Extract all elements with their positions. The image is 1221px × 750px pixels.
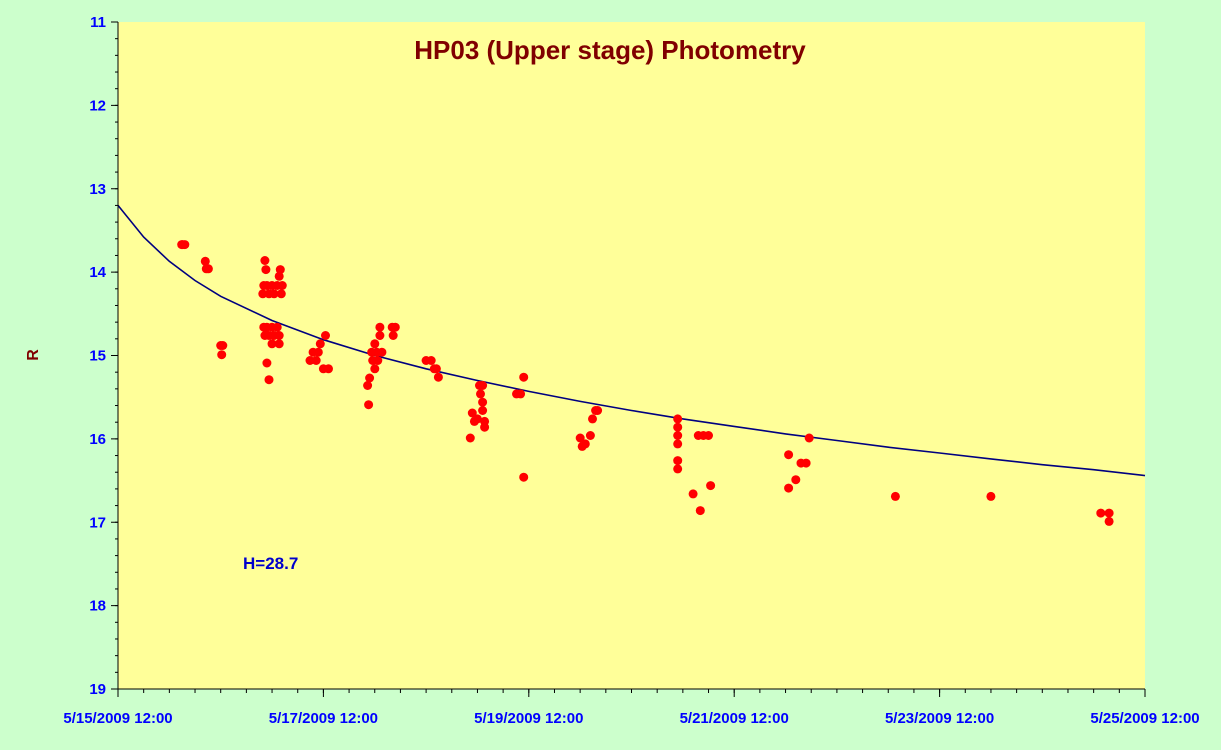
data-point (276, 289, 286, 299)
data-point (593, 406, 603, 415)
data-point (324, 364, 333, 374)
data-point (1104, 508, 1114, 518)
data-point (476, 389, 485, 399)
data-point (274, 331, 284, 340)
data-point (180, 240, 190, 250)
data-point (519, 372, 529, 382)
data-point (890, 491, 900, 501)
data-point (267, 339, 277, 349)
data-point (274, 271, 284, 281)
y-tick-label: 12 (89, 97, 106, 114)
data-point (673, 439, 683, 449)
data-point (321, 331, 330, 340)
data-point (585, 431, 595, 440)
x-tick-label: 5/23/2009 12:00 (885, 710, 994, 727)
data-point (695, 506, 705, 516)
data-point (311, 356, 321, 365)
data-point (673, 464, 683, 474)
data-point (433, 372, 443, 382)
data-point (575, 433, 585, 443)
data-point (203, 264, 213, 274)
data-point (305, 356, 315, 365)
x-tick-label: 5/25/2009 12:00 (1090, 710, 1199, 727)
data-point (370, 339, 380, 349)
data-point (784, 450, 794, 460)
h-annotation: H=28.7 (243, 554, 298, 573)
data-point (377, 347, 387, 357)
y-tick-label: 15 (89, 348, 106, 365)
data-point (986, 491, 996, 501)
y-tick-label: 13 (89, 181, 106, 198)
data-point (258, 289, 268, 299)
y-tick-label: 16 (89, 431, 106, 448)
data-point (218, 341, 228, 350)
data-point (804, 433, 814, 443)
fit-curve (117, 204, 1146, 477)
data-point (673, 422, 683, 432)
data-point (375, 331, 385, 340)
data-point (784, 483, 794, 493)
y-tick-label: 18 (89, 598, 106, 615)
data-point (373, 356, 383, 365)
data-point (431, 364, 441, 374)
data-point (688, 489, 698, 499)
data-point (264, 375, 274, 385)
data-point (390, 322, 400, 332)
y-tick-label: 14 (89, 264, 106, 281)
x-tick-label: 5/17/2009 12:00 (269, 710, 378, 727)
data-point (704, 431, 713, 440)
data-point (673, 414, 683, 424)
data-point (274, 339, 284, 349)
plot-area (118, 22, 1145, 689)
y-tick-label: 17 (89, 514, 106, 531)
data-point (313, 347, 323, 357)
y-tick-label: 19 (89, 681, 106, 698)
data-point (480, 422, 490, 432)
data-point (260, 256, 270, 265)
data-point (467, 408, 477, 418)
chart-title: HP03 (Upper stage) Photometry (414, 35, 806, 65)
data-point (200, 256, 210, 266)
data-point (673, 456, 683, 466)
data-point (673, 431, 683, 440)
data-point (588, 414, 597, 424)
y-axis-title: R (25, 349, 42, 361)
data-point (262, 358, 272, 368)
data-point (706, 481, 716, 491)
data-point (277, 281, 287, 290)
data-point (388, 331, 398, 340)
data-point (365, 373, 375, 383)
data-point (261, 265, 271, 275)
data-point (364, 400, 374, 410)
data-point (791, 475, 801, 485)
data-point (269, 289, 279, 299)
data-point (478, 381, 488, 390)
y-tick-label: 11 (90, 14, 106, 31)
data-point (580, 439, 590, 449)
data-point (478, 397, 488, 407)
data-point (217, 350, 227, 360)
data-point (801, 458, 811, 468)
x-tick-label: 5/19/2009 12:00 (474, 710, 583, 727)
data-point (516, 389, 526, 399)
x-tick-label: 5/15/2009 12:00 (63, 710, 172, 727)
data-point (472, 414, 482, 424)
data-point (465, 433, 475, 443)
data-point (272, 322, 282, 332)
data-point (1104, 516, 1114, 526)
data-point (375, 322, 385, 332)
data-point (370, 364, 380, 374)
data-point (426, 356, 436, 365)
x-tick-label: 5/21/2009 12:00 (680, 710, 789, 727)
data-point (275, 265, 285, 275)
data-point (519, 472, 529, 482)
data-point (1096, 508, 1106, 518)
data-point (315, 339, 325, 349)
data-point (363, 381, 373, 390)
data-point (478, 406, 488, 415)
